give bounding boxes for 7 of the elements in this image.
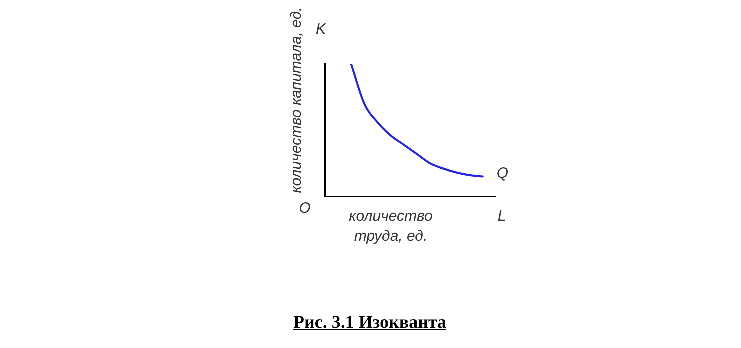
text: Рис. 3.1 Изокванта — [293, 312, 447, 333]
text: O — [299, 200, 312, 217]
series-label: Q — [496, 164, 509, 182]
x-axis-title: количество труда, ед. — [349, 208, 433, 245]
y-axis-title: количество капитала, ед. — [288, 7, 306, 194]
text: L — [498, 208, 506, 225]
text: K — [316, 21, 327, 38]
